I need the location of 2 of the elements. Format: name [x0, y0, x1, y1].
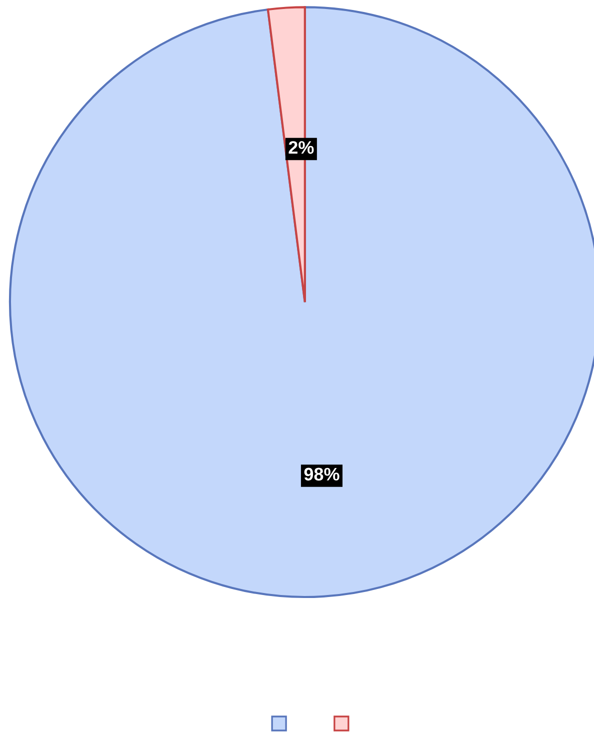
data-label: 98%	[304, 468, 340, 481]
data-label: 2%	[288, 141, 314, 154]
